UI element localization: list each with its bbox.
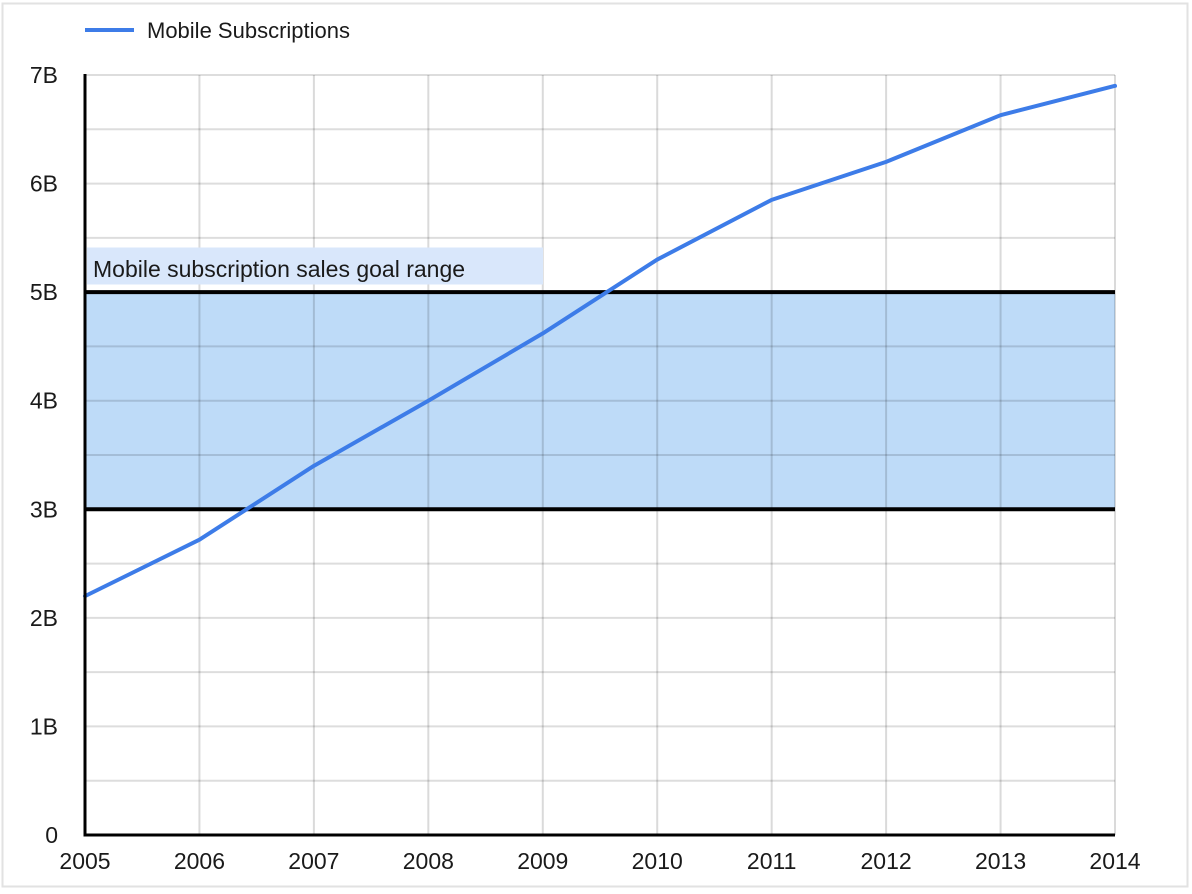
x-tick-label: 2014: [1089, 848, 1140, 874]
series-line-mobile-subscriptions: [83, 83, 1117, 599]
legend-label: Mobile Subscriptions: [147, 18, 350, 43]
goal-range-band: [85, 292, 1115, 510]
x-tick-label: 2010: [632, 848, 683, 874]
goal-range-label: Mobile subscription sales goal range: [93, 256, 465, 282]
goal-range-annotation: Mobile subscription sales goal range: [87, 247, 543, 285]
x-tick-label: 2011: [747, 848, 796, 874]
y-tick-label: 6B: [30, 171, 58, 197]
x-tick-label: 2006: [174, 848, 225, 874]
x-tick-label: 2009: [517, 848, 568, 874]
goal-range-label-bg: [87, 247, 543, 285]
x-tick-label: 2005: [59, 848, 110, 874]
x-tick-label: 2013: [975, 848, 1026, 874]
y-tick-label: 7B: [30, 62, 58, 88]
y-tick-label: 5B: [30, 279, 58, 305]
y-tick-label: 3B: [30, 496, 58, 522]
x-tick-label: 2007: [288, 848, 339, 874]
y-tick-label: 1B: [30, 713, 58, 739]
x-tick-label: 2008: [403, 848, 454, 874]
y-tick-label: 2B: [30, 605, 58, 631]
y-tick-label: 4B: [30, 388, 58, 414]
legend: Mobile Subscriptions: [85, 18, 350, 43]
x-tick-label: 2012: [861, 848, 912, 874]
y-tick-label: 0: [45, 822, 58, 848]
